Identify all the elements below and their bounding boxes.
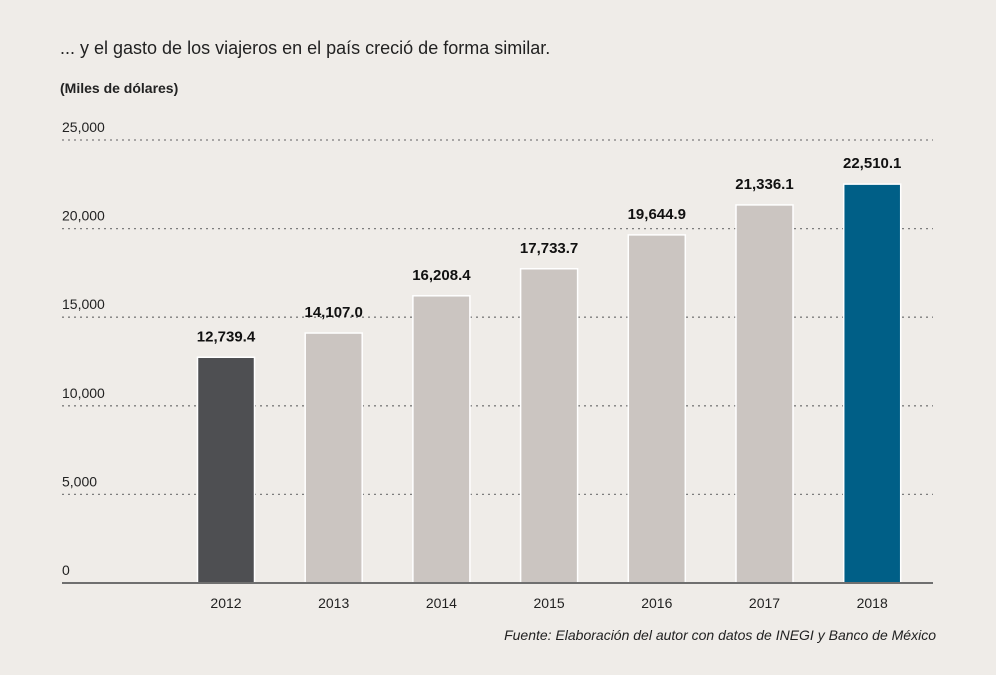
bar-2012	[196, 356, 256, 584]
value-labels: 12,739.4 14,107.0 16,208.4 17,733.7 19,644.9…	[197, 155, 902, 345]
value-label: 16,208.4	[412, 267, 471, 284]
value-label: 21,336.1	[735, 176, 793, 193]
y-tick-label: 20,000	[62, 208, 105, 224]
y-tick-label: 10,000	[62, 385, 105, 401]
value-label: 17,733.7	[520, 240, 578, 257]
x-tick-label: 2016	[641, 595, 672, 611]
y-axis-ticks: 0 5,000 10,000 15,000 20,000 25,000	[62, 119, 105, 578]
bar-2017	[735, 204, 794, 584]
value-label: 22,510.1	[843, 155, 901, 172]
y-tick-label: 25,000	[62, 119, 105, 135]
x-axis-ticks: 2012 2013 2014 2015 2016 2017 2018	[210, 595, 888, 611]
x-tick-label: 2013	[318, 595, 349, 611]
bar-2018	[842, 183, 902, 584]
bar-2016	[627, 234, 687, 584]
x-tick-label: 2014	[426, 595, 457, 611]
value-label: 12,739.4	[197, 328, 256, 345]
y-axis-unit-label: (Miles de dólares)	[60, 80, 179, 96]
x-tick-label: 2012	[210, 595, 241, 611]
y-tick-label: 15,000	[62, 296, 105, 312]
bar-2014	[412, 295, 471, 584]
grid-lines	[62, 139, 933, 496]
chart-title: ... y el gasto de los viajeros en el paí…	[60, 38, 551, 58]
bar-2013	[304, 332, 363, 584]
value-label: 19,644.9	[628, 206, 686, 223]
bar-2015	[519, 268, 579, 584]
y-tick-label: 0	[62, 562, 70, 578]
x-tick-label: 2015	[534, 595, 565, 611]
value-label: 14,107.0	[305, 304, 363, 321]
bars	[196, 183, 902, 584]
x-tick-label: 2018	[857, 595, 888, 611]
y-tick-label: 5,000	[62, 473, 97, 489]
x-tick-label: 2017	[749, 595, 780, 611]
source-note: Fuente: Elaboración del autor con datos …	[504, 627, 936, 643]
